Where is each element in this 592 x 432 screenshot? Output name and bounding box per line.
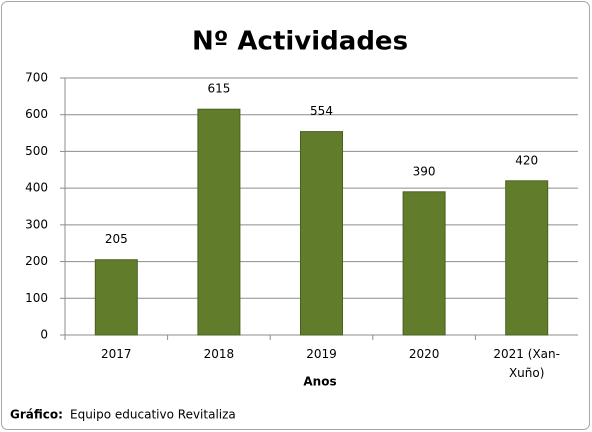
x-tick-label: 2020 [408,347,440,361]
y-tick-label: 0 [40,328,48,342]
bar [505,180,549,336]
bar [197,108,241,336]
x-tick-label: 2017 [101,347,132,361]
bar [300,131,343,336]
value-label: 390 [413,164,436,178]
value-label: 205 [105,232,128,246]
x-tick-label: 2019 [306,347,337,361]
y-tick-label: 100 [25,291,48,305]
bar [402,191,446,336]
value-label: 554 [310,104,333,118]
x-tick-label: 2018 [203,347,235,361]
value-label: 420 [515,153,538,167]
y-tick-label: 300 [25,217,48,231]
y-tick-label: 500 [25,144,48,158]
y-tick-label: 200 [25,254,48,268]
source: Equipo educativo Revitaliza [70,408,236,422]
chart-title: Nº Actividades [192,27,408,57]
y-tick-label: 400 [25,181,48,195]
y-tick-label: 700 [25,71,48,85]
x-axis-label: Anos [303,375,336,389]
source-label: Gráfico: [10,408,63,422]
y-tick-label: 600 [25,107,48,121]
x-tick-label: 2021 (Xan-Xuño) [493,347,560,380]
value-label: 615 [207,82,230,96]
bar [94,259,138,336]
